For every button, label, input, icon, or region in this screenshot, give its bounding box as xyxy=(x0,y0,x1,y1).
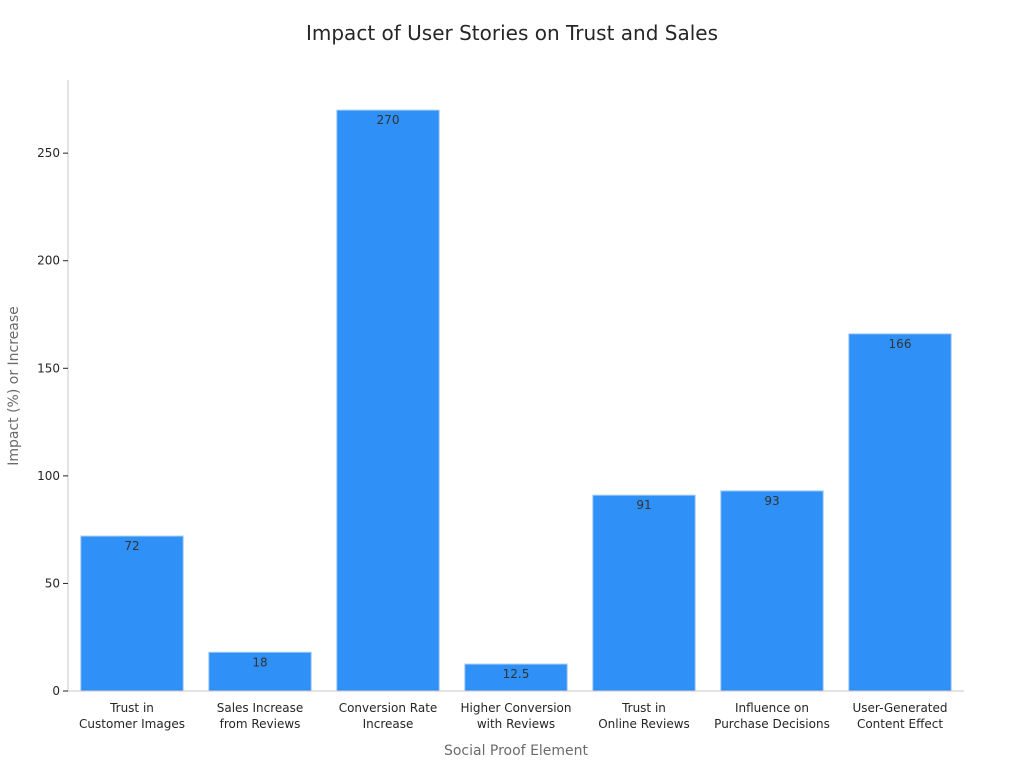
y-axis-title: Impact (%) or Increase xyxy=(6,306,22,466)
y-tick-label-1: 50 xyxy=(45,576,60,590)
bar-5 xyxy=(721,491,823,691)
plot-area: 72 Trust in Customer Images 18 Sales Increas… xyxy=(37,80,964,731)
x-tick-label-4-1: Online Reviews xyxy=(598,717,690,731)
x-tick-label-0-1: Customer Images xyxy=(79,717,185,731)
x-tick-label-6-1: Content Effect xyxy=(857,717,943,731)
x-tick-label-3-0: Higher Conversion xyxy=(461,701,572,715)
x-tick-label-5-1: Purchase Decisions xyxy=(714,717,830,731)
data-label-3: 12.5 xyxy=(503,667,530,681)
data-label-0: 72 xyxy=(124,539,139,553)
x-tick-label-0-0: Trust in xyxy=(109,701,154,715)
y-tick-label-2: 100 xyxy=(37,469,60,483)
data-label-1: 18 xyxy=(252,655,267,669)
bar-6 xyxy=(849,334,951,691)
bar-4 xyxy=(593,495,695,691)
x-tick-label-1-1: from Reviews xyxy=(220,717,301,731)
x-tick-label-3-1: with Reviews xyxy=(477,717,555,731)
x-tick-label-2-0: Conversion Rate xyxy=(339,701,438,715)
data-label-5: 93 xyxy=(764,494,779,508)
data-label-6: 166 xyxy=(889,337,912,351)
bar-2 xyxy=(337,110,439,691)
x-axis-title: Social Proof Element xyxy=(444,743,589,759)
x-tick-label-4-0: Trust in xyxy=(621,701,666,715)
y-tick-label-0: 0 xyxy=(52,684,60,698)
x-tick-label-5-0: Influence on xyxy=(735,701,809,715)
x-tick-label-2-1: Increase xyxy=(363,717,414,731)
y-tick-label-4: 200 xyxy=(37,254,60,268)
y-tick-label-3: 150 xyxy=(37,361,60,375)
x-tick-label-6-0: User-Generated xyxy=(852,701,947,715)
x-tick-label-1-0: Sales Increase xyxy=(217,701,304,715)
data-label-4: 91 xyxy=(636,498,651,512)
data-label-2: 270 xyxy=(377,113,400,127)
bar-0 xyxy=(81,536,183,691)
chart-title: Impact of User Stories on Trust and Sale… xyxy=(306,21,718,45)
y-tick-label-5: 250 xyxy=(37,146,60,160)
